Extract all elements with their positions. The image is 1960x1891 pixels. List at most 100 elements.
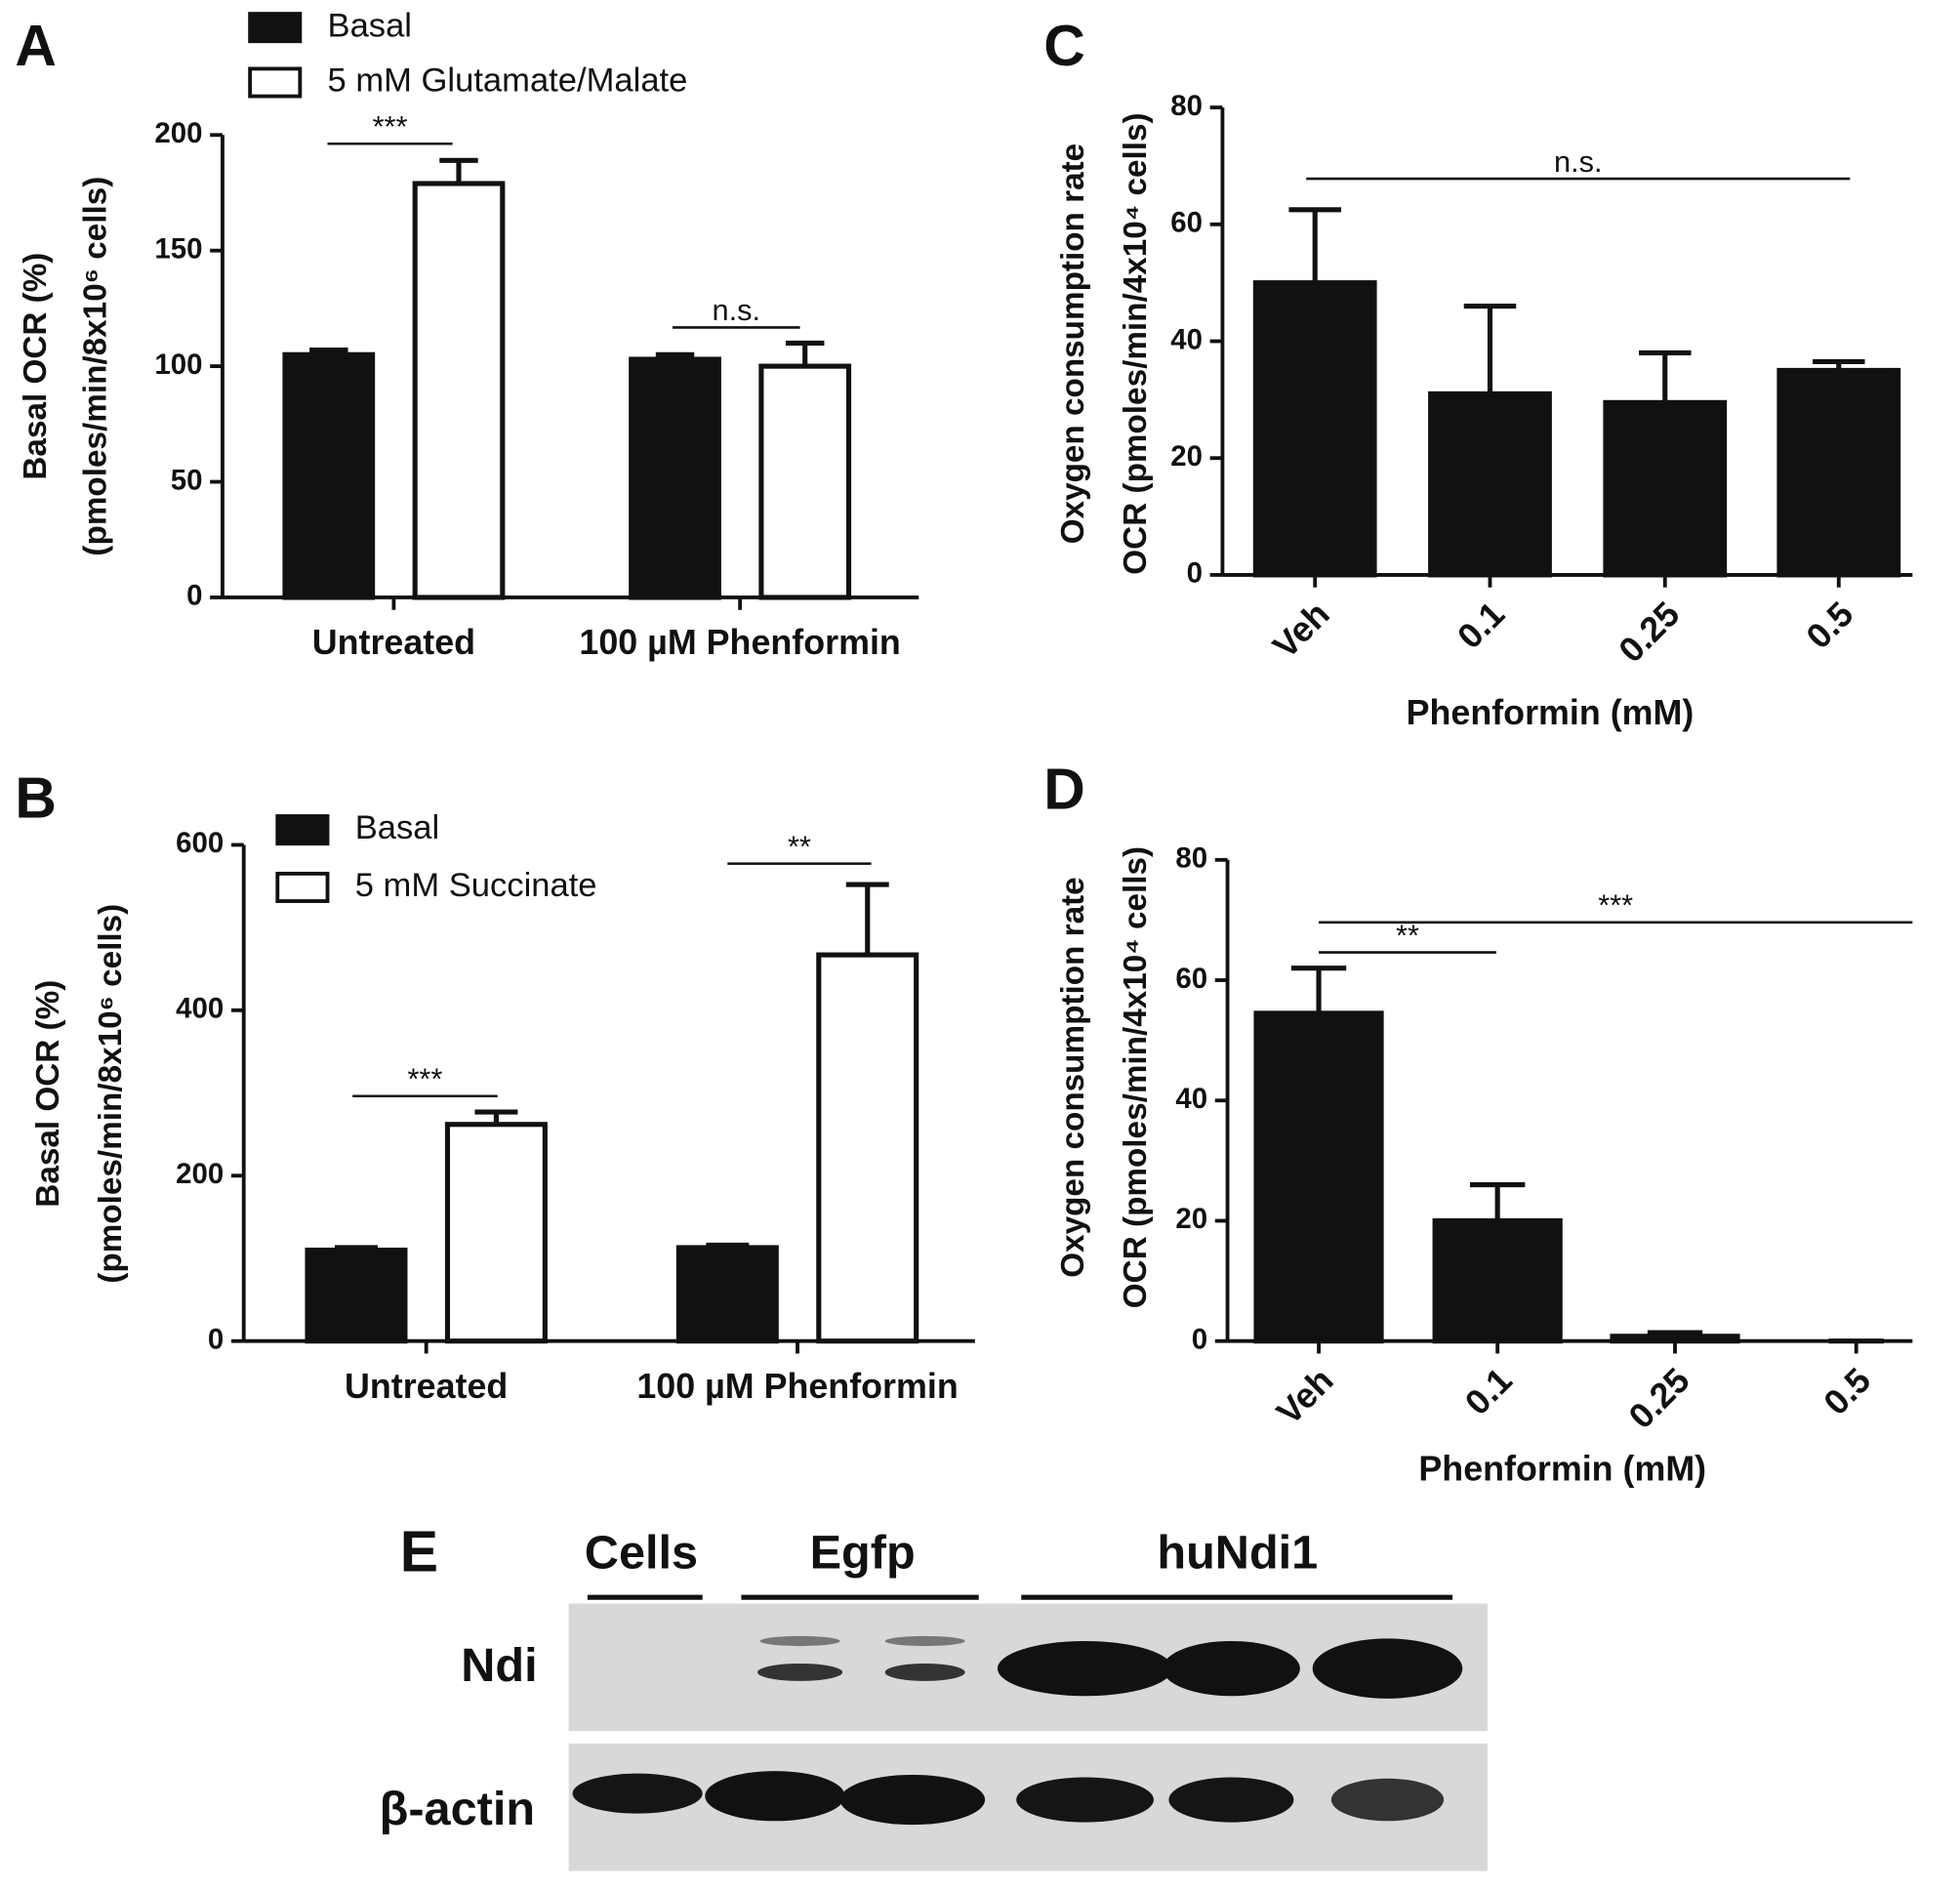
y-axis-title: Oxygen consumption rate bbox=[1055, 144, 1091, 544]
y-tick-label: 400 bbox=[176, 993, 224, 1025]
y-tick-label: 60 bbox=[1175, 963, 1207, 995]
panel-letter: B bbox=[15, 766, 57, 830]
bar bbox=[1610, 1334, 1740, 1344]
x-tick-label: 0.25 bbox=[1621, 1361, 1697, 1437]
y-axis-title: (pmoles/min/8x10⁶ cells) bbox=[78, 177, 114, 556]
y-tick-label: 80 bbox=[1170, 90, 1203, 122]
y-axis-title: OCR (pmoles/min/4x10⁴ cells) bbox=[1118, 112, 1154, 574]
band bbox=[997, 1640, 1173, 1697]
y-tick-label: 60 bbox=[1170, 207, 1203, 239]
band bbox=[705, 1771, 845, 1822]
bar bbox=[282, 351, 376, 600]
legend-label: 5 mM Succinate bbox=[355, 867, 597, 904]
panel-letter: D bbox=[1043, 759, 1085, 822]
y-tick-label: 40 bbox=[1175, 1083, 1207, 1115]
row-label: Ndi bbox=[461, 1639, 537, 1692]
band bbox=[1330, 1778, 1445, 1822]
y-tick-label: 0 bbox=[186, 580, 202, 612]
panel-letter: C bbox=[1043, 15, 1085, 78]
bar bbox=[816, 952, 919, 1344]
panel-letter: A bbox=[15, 15, 57, 78]
y-tick-label: 150 bbox=[154, 232, 202, 265]
legend-label: Basal bbox=[355, 809, 439, 846]
band bbox=[839, 1774, 986, 1826]
x-tick-label: 0.1 bbox=[1457, 1361, 1520, 1423]
y-tick-label: 40 bbox=[1170, 323, 1203, 355]
error-bar bbox=[1288, 207, 1341, 283]
y-tick-label: 0 bbox=[208, 1323, 224, 1355]
y-tick-label: 20 bbox=[1170, 440, 1203, 473]
y-tick-label: 200 bbox=[154, 117, 202, 149]
x-tick-label: Veh bbox=[1269, 1361, 1340, 1432]
significance-label: ** bbox=[1396, 918, 1419, 952]
y-axis-title: Oxygen consumption rate bbox=[1055, 877, 1091, 1277]
band bbox=[1312, 1638, 1463, 1699]
significance-label: ** bbox=[788, 829, 811, 863]
bar bbox=[1252, 280, 1377, 578]
group-label: Egfp bbox=[810, 1527, 916, 1580]
y-axis-title: Basal OCR (%) bbox=[30, 980, 66, 1208]
error-bar bbox=[845, 882, 889, 956]
y-tick-label: 20 bbox=[1175, 1203, 1207, 1235]
error-bar bbox=[1463, 304, 1517, 394]
x-tick-label: 100 µM Phenformin bbox=[636, 1367, 958, 1406]
x-tick-label: 0.5 bbox=[1799, 595, 1861, 657]
bar bbox=[412, 181, 506, 600]
bar bbox=[758, 363, 852, 600]
x-tick-label: Untreated bbox=[345, 1367, 508, 1406]
y-tick-label: 80 bbox=[1175, 843, 1207, 875]
y-tick-label: 600 bbox=[176, 827, 224, 859]
legend-swatch bbox=[275, 871, 330, 903]
error-bar bbox=[1290, 966, 1347, 1013]
legend-label: Basal bbox=[328, 7, 412, 44]
bar bbox=[1428, 391, 1552, 578]
y-axis-title: Basal OCR (%) bbox=[18, 253, 54, 480]
x-tick-label: 0.25 bbox=[1612, 595, 1688, 671]
bar bbox=[1776, 367, 1901, 578]
y-tick-label: 50 bbox=[171, 464, 203, 496]
legend-label: 5 mM Glutamate/Malate bbox=[328, 62, 688, 100]
y-tick-label: 100 bbox=[154, 349, 202, 381]
group-label: huNdi1 bbox=[1157, 1527, 1318, 1580]
bar bbox=[305, 1247, 408, 1344]
x-tick-label: Veh bbox=[1265, 595, 1336, 666]
band bbox=[884, 1635, 965, 1647]
legend-swatch bbox=[275, 814, 330, 846]
blot-panel: E Cells Egfp huNdi1 Ndi β-actin bbox=[380, 1520, 1488, 1871]
y-axis-title: OCR (pmoles/min/4x10⁴ cells) bbox=[1118, 846, 1154, 1308]
y-axis-title: (pmoles/min/8x10⁶ cells) bbox=[93, 904, 129, 1284]
x-tick-label: 0.1 bbox=[1450, 595, 1513, 657]
x-axis-title: Phenformin (mM) bbox=[1418, 1449, 1706, 1488]
bar bbox=[675, 1245, 779, 1344]
band bbox=[884, 1663, 965, 1681]
band bbox=[1162, 1640, 1300, 1697]
panel-letter: E bbox=[400, 1520, 438, 1583]
band bbox=[759, 1635, 840, 1647]
error-bar bbox=[785, 340, 825, 367]
significance-label: *** bbox=[407, 1062, 442, 1096]
band bbox=[572, 1773, 703, 1814]
y-tick-label: 0 bbox=[1187, 557, 1203, 590]
band bbox=[1016, 1777, 1155, 1823]
significance-label: n.s. bbox=[1554, 144, 1603, 179]
group-label: Cells bbox=[585, 1527, 698, 1580]
error-bar bbox=[1639, 349, 1692, 403]
bar bbox=[629, 356, 721, 600]
error-bar bbox=[1470, 1181, 1526, 1221]
bar bbox=[1253, 1010, 1384, 1344]
band bbox=[757, 1663, 843, 1681]
bar bbox=[1603, 399, 1728, 578]
significance-label: n.s. bbox=[713, 293, 761, 327]
error-bar bbox=[439, 157, 478, 185]
x-tick-label: 0.5 bbox=[1817, 1361, 1879, 1423]
y-tick-label: 0 bbox=[1192, 1323, 1207, 1355]
row-label: β-actin bbox=[380, 1783, 535, 1835]
band bbox=[1168, 1777, 1294, 1823]
x-axis-title: Phenformin (mM) bbox=[1407, 693, 1695, 732]
significance-label: *** bbox=[1598, 888, 1633, 923]
bar bbox=[444, 1122, 548, 1344]
significance-label: *** bbox=[373, 109, 408, 144]
legend-swatch bbox=[248, 12, 303, 44]
